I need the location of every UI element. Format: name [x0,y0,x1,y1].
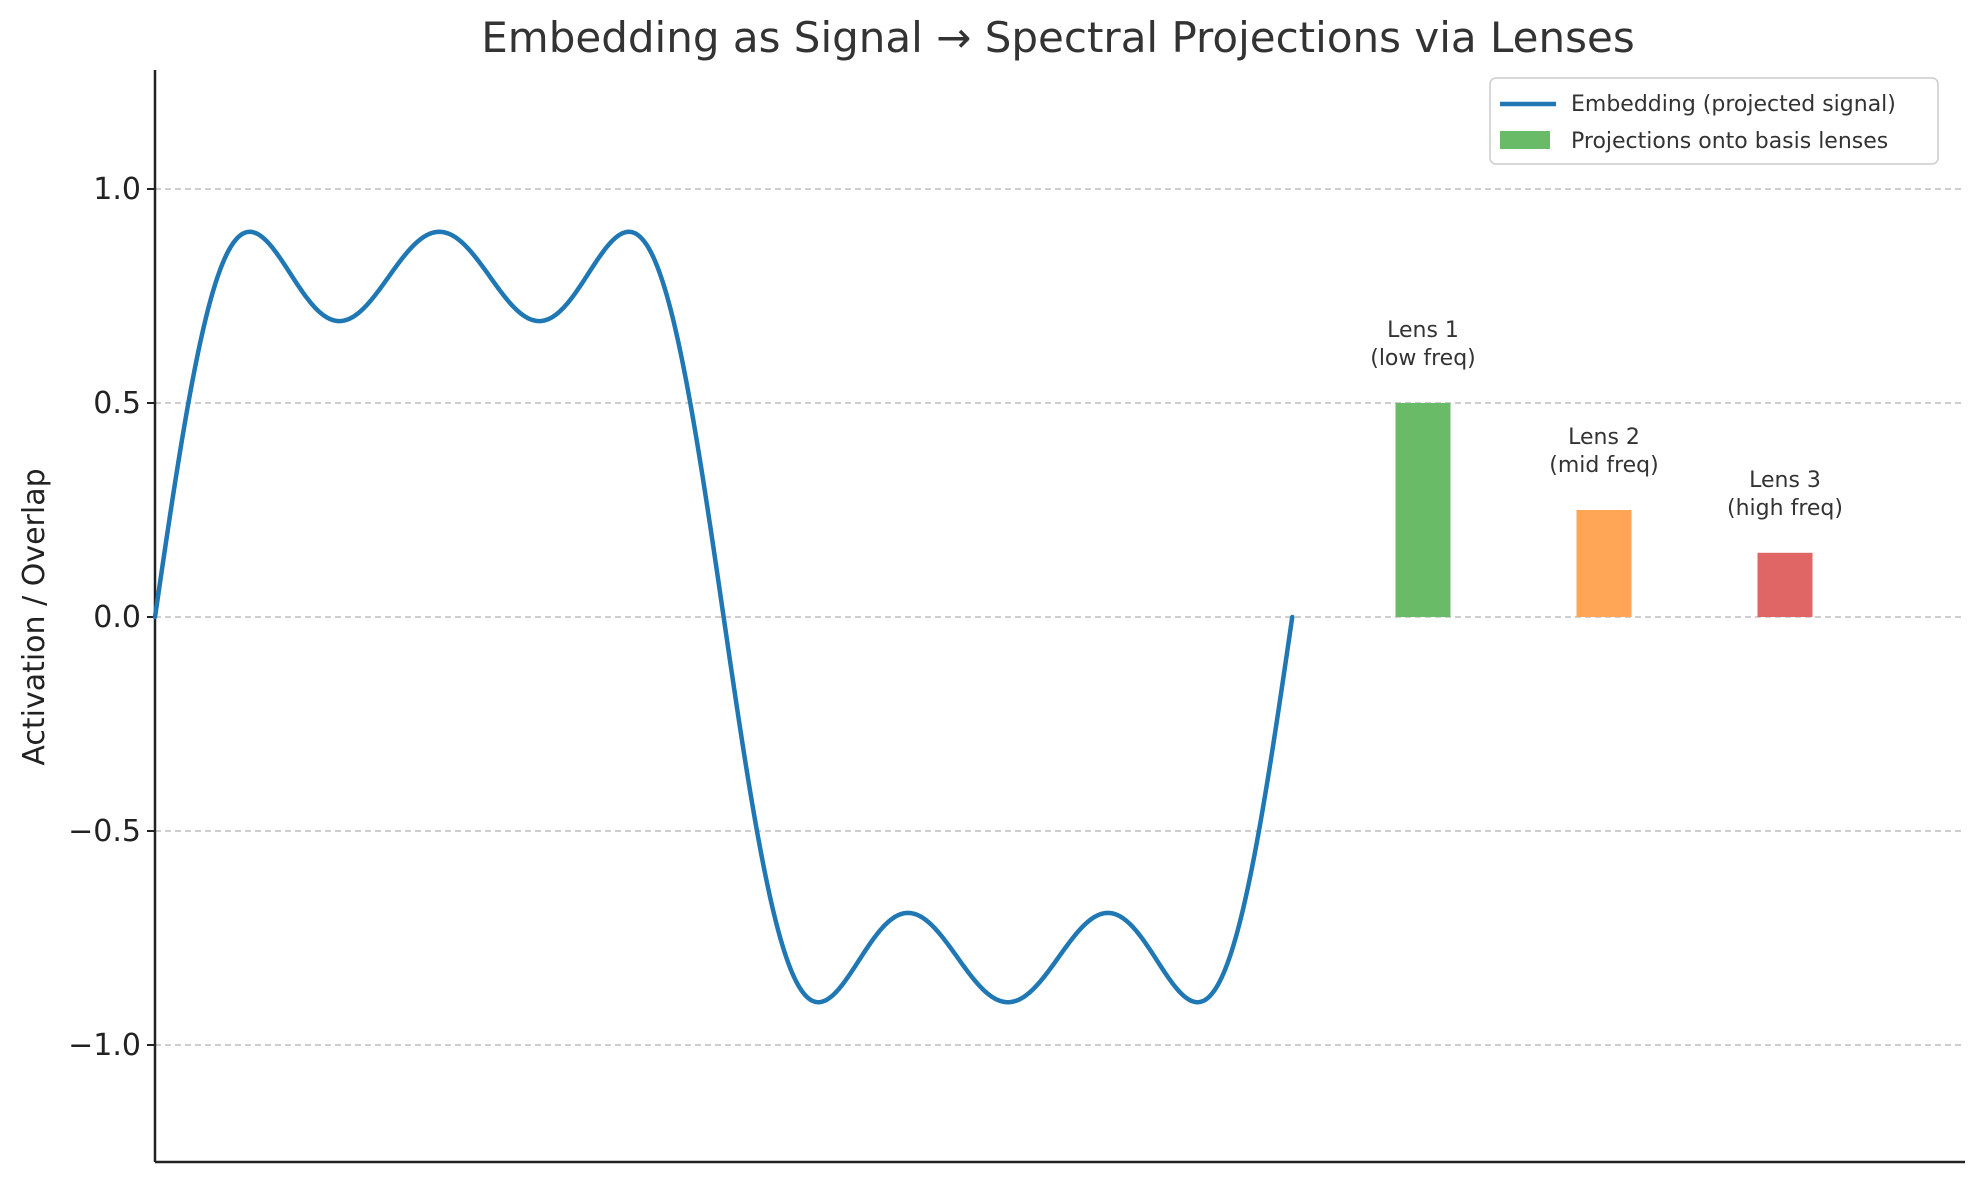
legend-label-embedding: Embedding (projected signal) [1571,92,1896,117]
lens-bar-3 [1757,552,1813,617]
y-axis-ticks: 1.0 0.5 0.0 −0.5 −1.0 [68,172,155,1063]
embedding-signal-line [152,229,1295,1005]
y-tick-label: −1.0 [68,1028,141,1063]
legend-label-projections: Projections onto basis lenses [1571,129,1888,154]
lens-annotation-subtitle: (mid freq) [1549,453,1658,478]
lens-annotation-subtitle: (high freq) [1727,496,1843,521]
grid-lines [155,188,1965,1046]
legend-frame [1489,77,1939,165]
y-tick-label: 0.0 [93,600,141,635]
y-tick-label: 1.0 [93,172,141,207]
legend-patch-swatch [1500,131,1550,149]
lens-annotations: Lens 1 (low freq) Lens 2 (mid freq) Lens 3 (h… [1370,318,1843,521]
lens-annotation-title: Lens 1 [1387,318,1459,343]
y-tick-label: 0.5 [93,386,141,421]
lens-annotation-title: Lens 2 [1568,425,1640,450]
y-axis-label: Activation / Overlap [17,468,52,765]
lens-annotation-subtitle: (low freq) [1370,346,1476,371]
lens-annotation-title: Lens 3 [1749,468,1821,493]
signal-line-layer [152,229,1295,1005]
chart-title: Embedding as Signal → Spectral Projectio… [481,13,1634,62]
lens-bar-2 [1576,510,1632,617]
lens-bars [1395,403,1813,617]
lens-bar-1 [1395,403,1451,617]
legend: Embedding (projected signal) Projections… [1489,77,1939,165]
y-tick-label: −0.5 [68,814,141,849]
